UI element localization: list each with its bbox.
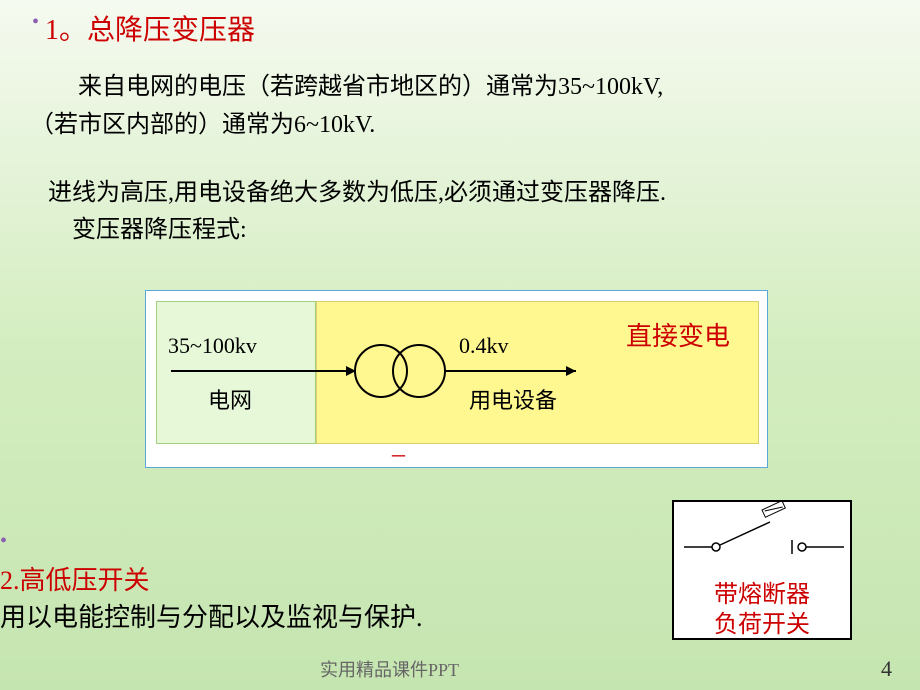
d1-voltage-out: 0.4kv — [459, 333, 509, 359]
paragraph1: 来自电网的电压（若跨越省市地区的）通常为35~100kV, （若市区内部的）通常… — [30, 68, 890, 145]
section2: 2.高低压开关 用以电能控制与分配以及监视与保护. — [0, 560, 660, 634]
para2-line1: 进线为高压,用电设备绝大多数为低压,必须通过变压器降压. — [48, 175, 898, 212]
para2-line2: 变压器降压程式: — [48, 212, 898, 249]
d1-device-label: 用电设备 — [469, 383, 557, 415]
switch-diagram: 带熔断器 负荷开关 — [672, 500, 852, 640]
bullet-icon: • — [32, 8, 39, 36]
page-number: 4 — [881, 656, 892, 682]
section2-text: 用以电能控制与分配以及监视与保护. — [0, 597, 660, 634]
transformer-diagram: 35~100kv 电网 0.4kv 用电设备 直接变电 – — [145, 290, 768, 468]
d1-title: 直接变电 — [626, 316, 730, 353]
bullet2-icon: • — [0, 530, 7, 553]
paragraph2: 进线为高压,用电设备绝大多数为低压,必须通过变压器降压. 变压器降压程式: — [48, 175, 898, 249]
para1-line1: 来自电网的电压（若跨越省市地区的）通常为35~100kV, — [30, 68, 890, 106]
section1-heading: • 1。总降压变压器 — [32, 8, 255, 48]
d1-voltage-in: 35~100kv — [168, 333, 257, 359]
d1-grid-label: 电网 — [208, 383, 252, 415]
para1-line2: （若市区内部的）通常为6~10kV. — [30, 106, 890, 144]
d2-label2: 负荷开关 — [674, 604, 850, 639]
d1-dash: – — [392, 439, 405, 469]
section2-title: 2.高低压开关 — [0, 560, 660, 597]
footer-text: 实用精品课件PPT — [320, 656, 459, 682]
switch-svg — [674, 502, 854, 572]
heading1-text: 1。总降压变压器 — [45, 8, 255, 48]
